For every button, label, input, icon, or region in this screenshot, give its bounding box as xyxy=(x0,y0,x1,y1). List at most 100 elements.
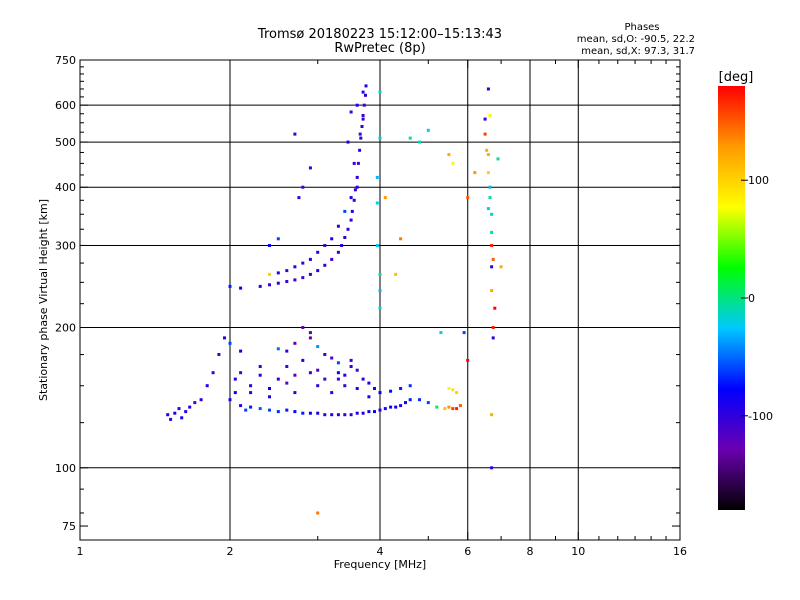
data-point xyxy=(361,411,365,415)
data-point xyxy=(293,391,297,395)
data-point xyxy=(293,278,297,282)
phase-stats: Phases mean, sd,O: -90.5, 22.2 mean, sd,… xyxy=(577,22,695,57)
data-point xyxy=(378,272,382,276)
data-point xyxy=(316,269,320,273)
data-point xyxy=(373,387,376,390)
data-point xyxy=(249,384,253,388)
data-point xyxy=(404,401,407,405)
data-point xyxy=(285,365,289,368)
data-point xyxy=(173,411,177,415)
data-point xyxy=(285,349,289,353)
data-point xyxy=(285,381,289,385)
colorbar-tick-label: 100 xyxy=(748,174,769,187)
data-point xyxy=(447,405,451,409)
y-tick-label: 600 xyxy=(55,99,76,112)
data-point xyxy=(323,263,327,267)
data-point xyxy=(350,209,354,213)
colorbar-label: [deg] xyxy=(719,70,754,85)
data-point xyxy=(349,196,353,200)
data-point xyxy=(389,389,393,393)
data-point xyxy=(358,148,362,152)
data-point xyxy=(362,103,366,107)
y-tick-label: 750 xyxy=(55,54,76,67)
data-point xyxy=(258,365,262,368)
data-point xyxy=(301,326,305,329)
data-point xyxy=(435,405,439,409)
data-point xyxy=(297,196,301,200)
data-point xyxy=(451,407,455,411)
data-point xyxy=(499,265,503,269)
data-point xyxy=(193,401,197,405)
data-point xyxy=(355,411,359,415)
data-point xyxy=(308,411,312,415)
data-point xyxy=(394,405,398,409)
data-point xyxy=(375,175,379,179)
x-axis-label: Frequency [MHz] xyxy=(334,558,426,571)
data-point xyxy=(361,114,365,117)
data-point xyxy=(169,417,173,421)
data-point xyxy=(316,384,320,388)
header: Tromsø 20180223 15:12:00–15:13:43 RwPret… xyxy=(257,27,502,56)
data-point xyxy=(301,261,305,265)
y-tick-label: 400 xyxy=(55,181,76,194)
data-point xyxy=(285,408,289,412)
data-point xyxy=(205,384,209,388)
data-point xyxy=(378,289,382,293)
data-point xyxy=(483,132,487,136)
data-point xyxy=(293,410,297,414)
data-point xyxy=(336,371,340,375)
data-point xyxy=(418,140,421,144)
data-point xyxy=(349,365,353,368)
data-point xyxy=(483,117,487,121)
y-tick-label: 300 xyxy=(55,239,76,252)
x-tick-label: 2 xyxy=(227,545,234,558)
data-point xyxy=(447,153,451,157)
data-point xyxy=(473,171,477,175)
data-point xyxy=(330,391,334,395)
data-point xyxy=(488,185,492,189)
data-point xyxy=(343,373,347,377)
data-point xyxy=(239,404,243,408)
x-tick-label: 10 xyxy=(571,545,585,558)
x-tick-label: 1 xyxy=(77,545,84,558)
data-point xyxy=(349,358,353,362)
data-point xyxy=(343,384,347,388)
data-points xyxy=(166,84,503,515)
data-point xyxy=(490,289,494,293)
data-point xyxy=(228,398,232,402)
data-point xyxy=(276,410,280,414)
data-point xyxy=(233,377,237,381)
data-point xyxy=(293,132,297,136)
phase-stats-o: mean, sd,O: -90.5, 22.2 xyxy=(577,34,695,45)
data-point xyxy=(336,361,340,365)
y-tick-label: 75 xyxy=(62,520,76,533)
data-point xyxy=(316,368,320,372)
data-point xyxy=(301,411,305,415)
data-point xyxy=(308,336,312,340)
data-point xyxy=(355,185,359,189)
data-point xyxy=(340,244,344,247)
data-point xyxy=(355,175,359,179)
data-point xyxy=(361,90,365,94)
data-point xyxy=(359,136,363,140)
data-point xyxy=(373,410,376,414)
data-point xyxy=(316,345,320,349)
data-point xyxy=(268,272,271,276)
data-point xyxy=(180,416,184,420)
data-point xyxy=(458,404,462,408)
data-point xyxy=(455,391,459,395)
data-point xyxy=(228,284,232,288)
data-point xyxy=(367,395,371,399)
data-point xyxy=(239,286,243,290)
data-point xyxy=(491,336,495,340)
data-point xyxy=(244,408,248,412)
data-point xyxy=(223,336,226,340)
data-point xyxy=(496,157,500,161)
data-point xyxy=(486,207,490,211)
data-point xyxy=(378,90,382,94)
data-point xyxy=(330,237,334,241)
data-point xyxy=(486,153,490,157)
data-point xyxy=(485,148,489,152)
data-point xyxy=(316,411,320,415)
